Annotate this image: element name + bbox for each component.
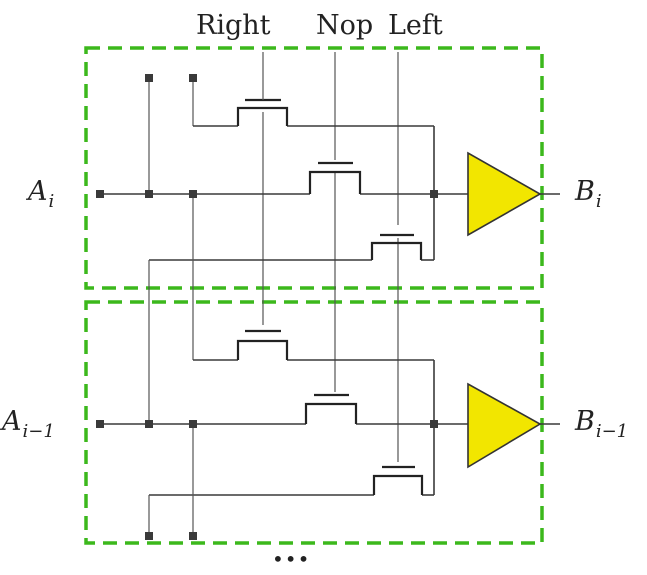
fet-left-i-minus-1 — [372, 465, 424, 495]
fet-left-i — [370, 233, 423, 260]
fet-nop-i-minus-1 — [304, 393, 358, 424]
output-label-i-minus-1: Bi−1 — [574, 406, 628, 442]
control-label-right: Right — [196, 10, 271, 41]
fet-nop-i — [308, 161, 362, 194]
nodes-stage-i-minus-1 — [96, 420, 438, 540]
input-label-i: Ai — [25, 176, 54, 212]
fet-right-i-minus-1 — [236, 329, 289, 360]
stage-i-wiring — [100, 78, 560, 424]
control-lines — [262, 52, 399, 462]
stage-i-minus-1-wiring — [100, 359, 560, 536]
continuation-dots: ••• — [272, 547, 310, 571]
stage-box-i — [84, 46, 544, 290]
control-label-left: Left — [388, 10, 443, 41]
input-label-i-minus-1: Ai−1 — [0, 406, 55, 442]
buffer-i-minus-1 — [467, 382, 542, 469]
nodes-stage-i — [96, 74, 438, 198]
output-label-i: Bi — [574, 176, 602, 212]
stage-box-i-minus-1 — [84, 300, 544, 545]
buffer-i — [467, 151, 542, 237]
control-label-nop: Nop — [316, 10, 373, 41]
fet-right-i — [236, 98, 289, 126]
